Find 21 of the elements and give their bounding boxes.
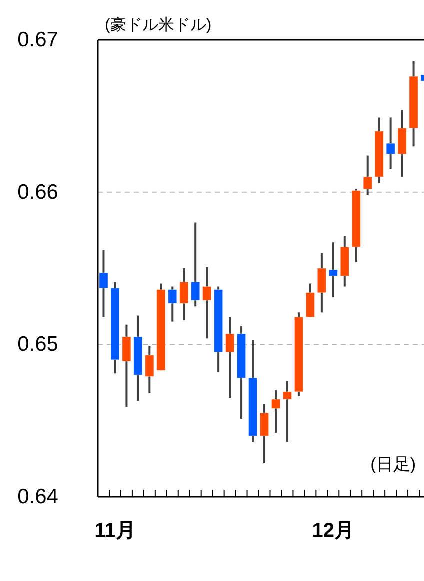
- candlestick: [328, 242, 338, 298]
- y-tick-label: 0.67: [18, 28, 58, 52]
- candlestick: [363, 154, 372, 196]
- x-tick-label: 12月: [312, 520, 355, 542]
- chart-title: (豪ドル米ドル): [105, 16, 212, 34]
- candlestick: [271, 389, 280, 434]
- y-tick-label: 0.64: [18, 486, 59, 508]
- candlestick: [386, 116, 396, 170]
- y-tick-label: 0.65: [18, 333, 58, 356]
- candlestick: [202, 266, 212, 340]
- y-tick-label: 0.66: [18, 180, 58, 204]
- candlestick: [191, 222, 200, 308]
- x-tick-label: 11月: [94, 520, 136, 542]
- annotation: (日足): [370, 455, 416, 474]
- candlestick: [168, 286, 178, 323]
- candlestick: [180, 268, 189, 322]
- candlestick: [260, 403, 269, 464]
- candlestick: [282, 380, 292, 444]
- candlestick: [99, 249, 108, 318]
- candlestick: [145, 345, 154, 394]
- candlestick: [226, 316, 235, 399]
